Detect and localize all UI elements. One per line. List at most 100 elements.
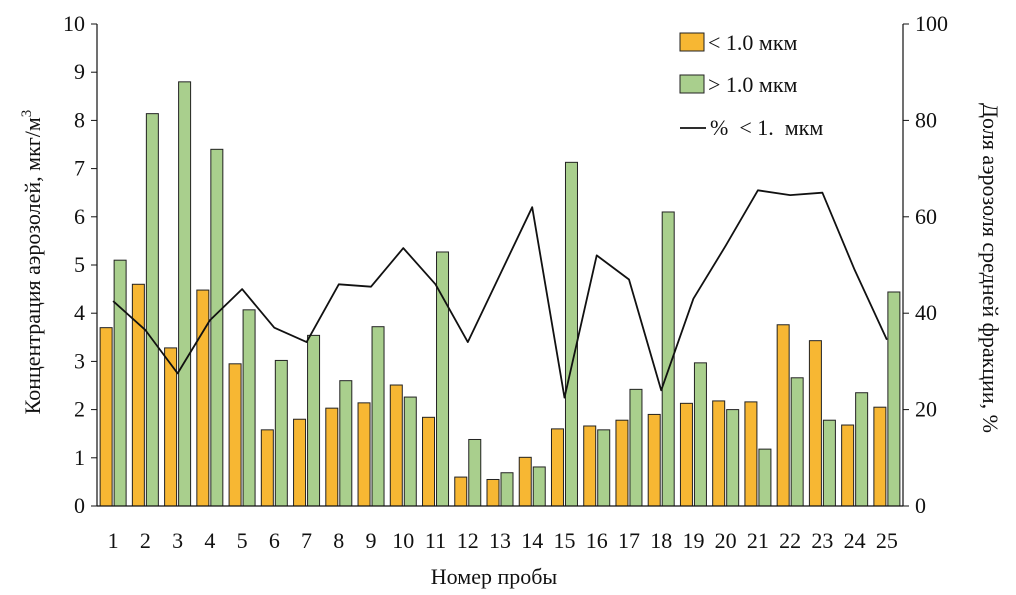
- series-line-fraction: [112, 189, 888, 399]
- bar-large-16: [597, 429, 611, 507]
- legend-swatch-small-particles: [679, 32, 705, 52]
- bar-small-2: [131, 283, 145, 507]
- bar-small-11: [422, 416, 436, 507]
- bar-small-25: [873, 406, 887, 507]
- x-tick-label-22: 22: [779, 528, 801, 553]
- bar-small-4: [196, 289, 210, 507]
- y2-tick-label-100: 100: [915, 11, 948, 36]
- x-tick-label-5: 5: [237, 528, 248, 553]
- bar-large-3: [178, 81, 192, 507]
- x-tick-label-20: 20: [715, 528, 737, 553]
- bar-small-20: [712, 400, 726, 507]
- bar-large-21: [758, 448, 772, 507]
- x-tick-label-15: 15: [553, 528, 575, 553]
- y-tick-label-6: 6: [74, 204, 85, 229]
- bar-large-2: [145, 113, 159, 507]
- x-tick-label-23: 23: [811, 528, 833, 553]
- bar-small-7: [293, 418, 307, 507]
- x-tick-label-8: 8: [333, 528, 344, 553]
- bar-small-9: [357, 402, 371, 507]
- y2-axis-title: Доля аэрозоля средней фракции, %: [978, 103, 1003, 433]
- y-tick-label-9: 9: [74, 59, 85, 84]
- x-tick-label-19: 19: [682, 528, 704, 553]
- bar-small-16: [583, 425, 597, 507]
- y-tick-label-3: 3: [74, 348, 85, 373]
- x-tick-label-21: 21: [747, 528, 769, 553]
- x-tick-label-2: 2: [140, 528, 151, 553]
- bar-large-1: [113, 259, 127, 507]
- x-tick-label-6: 6: [269, 528, 280, 553]
- bar-small-22: [776, 324, 790, 507]
- y-tick-label-7: 7: [74, 156, 85, 181]
- bar-large-7: [307, 334, 321, 507]
- bar-small-14: [518, 456, 532, 507]
- bar-small-21: [744, 401, 758, 507]
- axes-layer: [91, 23, 909, 507]
- y-tick-label-0: 0: [74, 493, 85, 518]
- bar-small-13: [486, 478, 500, 507]
- bar-small-17: [615, 419, 629, 507]
- y-tick-label-8: 8: [74, 107, 85, 132]
- bar-small-18: [647, 413, 661, 507]
- bar-small-15: [550, 428, 564, 507]
- bar-large-15: [564, 161, 578, 507]
- y-tick-label-4: 4: [74, 300, 85, 325]
- bar-small-19: [679, 402, 693, 507]
- bar-small-3: [164, 347, 178, 507]
- x-tick-label-4: 4: [204, 528, 215, 553]
- legend-label-small-particles: < 1.0 мкм: [708, 30, 798, 55]
- legend-label-fraction: % < 1. мкм: [710, 115, 823, 140]
- y-axis-title: Концентрация аэрозолей, мкг/м3: [19, 110, 45, 415]
- y-tick-label-2: 2: [74, 397, 85, 422]
- bar-large-9: [371, 326, 385, 507]
- bar-small-1: [99, 327, 113, 507]
- bar-large-8: [339, 380, 353, 507]
- bar-large-10: [403, 396, 417, 507]
- line-layer: [112, 189, 888, 399]
- bar-large-17: [629, 388, 643, 507]
- bar-large-25: [887, 291, 901, 507]
- bar-large-20: [726, 409, 740, 507]
- x-tick-label-7: 7: [301, 528, 312, 553]
- x-tick-label-25: 25: [876, 528, 898, 553]
- bar-large-14: [532, 466, 546, 507]
- y-axis-title-superscript: 3: [19, 110, 35, 118]
- x-tick-label-10: 10: [392, 528, 414, 553]
- x-tick-label-24: 24: [844, 528, 866, 553]
- bar-small-24: [841, 424, 855, 507]
- x-tick-label-3: 3: [172, 528, 183, 553]
- bar-large-19: [693, 362, 707, 507]
- y2-tick-label-60: 60: [915, 204, 937, 229]
- legend-label-large-particles: > 1.0 мкм: [708, 72, 798, 97]
- bar-small-10: [389, 384, 403, 507]
- x-tick-label-12: 12: [457, 528, 479, 553]
- y-tick-label-5: 5: [74, 252, 85, 277]
- x-axis-title: Номер пробы: [431, 564, 558, 589]
- x-tick-label-9: 9: [366, 528, 377, 553]
- x-tick-label-14: 14: [521, 528, 543, 553]
- x-tick-label-11: 11: [425, 528, 446, 553]
- legend-swatch-large-particles: [679, 74, 705, 94]
- bar-small-6: [260, 429, 274, 507]
- bar-large-22: [790, 377, 804, 507]
- y-tick-label-1: 1: [74, 445, 85, 470]
- x-tick-label-13: 13: [489, 528, 511, 553]
- x-tick-label-1: 1: [108, 528, 119, 553]
- y-tick-label-10: 10: [63, 11, 85, 36]
- bar-small-8: [325, 407, 339, 507]
- bar-small-23: [808, 340, 822, 507]
- bar-large-24: [855, 392, 869, 507]
- x-tick-label-16: 16: [586, 528, 608, 553]
- bar-large-4: [210, 148, 224, 507]
- bar-large-12: [468, 438, 482, 507]
- y2-tick-label-0: 0: [915, 493, 926, 518]
- bar-small-5: [228, 363, 242, 507]
- bar-large-13: [500, 472, 514, 507]
- bar-small-12: [454, 476, 468, 507]
- y2-tick-label-40: 40: [915, 300, 937, 325]
- x-tick-label-18: 18: [650, 528, 672, 553]
- y2-tick-label-80: 80: [915, 107, 937, 132]
- legend: < 1.0 мкм > 1.0 мкм % < 1. мкм: [679, 30, 823, 140]
